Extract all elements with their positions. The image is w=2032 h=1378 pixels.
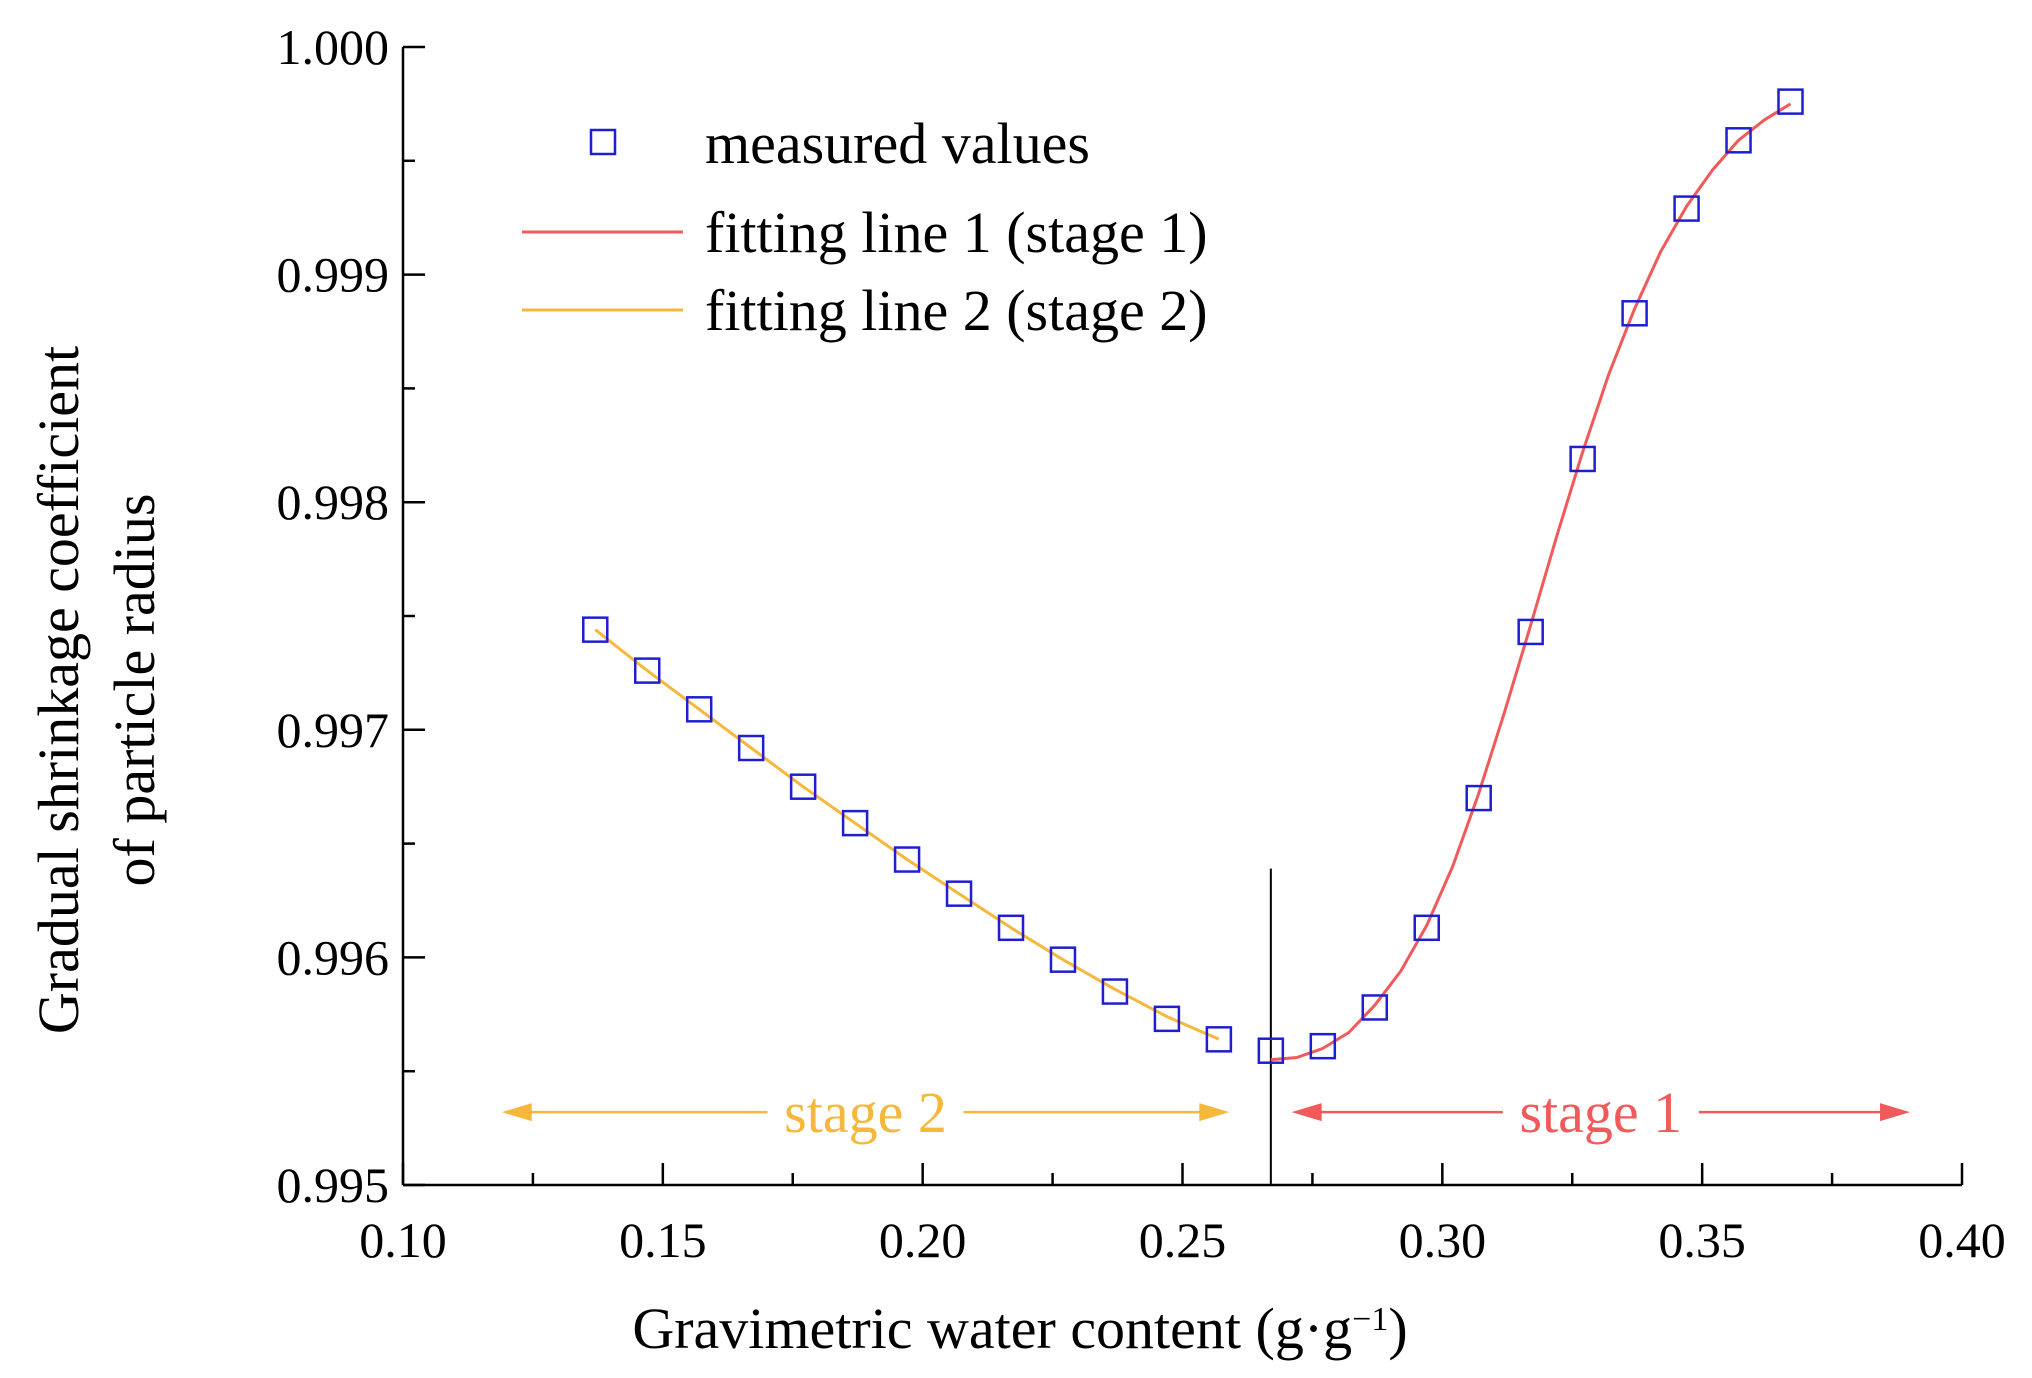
data-point <box>1101 978 1129 1005</box>
data-point <box>1361 994 1389 1021</box>
x-axis-title-sup: −1 <box>1352 1301 1388 1338</box>
stage2-arrowhead-left <box>501 1103 532 1122</box>
stage2-arrowhead-right <box>1199 1103 1230 1122</box>
data-point <box>1465 784 1492 812</box>
y-tick-label: 1.000 <box>277 19 390 75</box>
x-tick-label: 0.20 <box>879 1212 967 1268</box>
legend-label-measured: measured values <box>705 111 1090 176</box>
x-tick-label: 0.40 <box>1918 1212 2006 1268</box>
data-point <box>997 914 1025 942</box>
x-axis-title: Gravimetric water content (g·g−1) <box>632 1296 1407 1361</box>
stage1-label: stage 1 <box>1519 1080 1682 1145</box>
y-tick-label: 0.998 <box>277 474 390 530</box>
plot-area <box>582 88 1804 1064</box>
x-tick-label: 0.10 <box>359 1212 447 1268</box>
y-axis-title-line1: Gradual shrinkage coefficient <box>26 346 91 1034</box>
y-tick-label: 0.997 <box>277 702 390 758</box>
legend-marker-measured <box>589 128 617 156</box>
fit-line-stage1 <box>1270 102 1792 1062</box>
fit-line-stage2 <box>594 628 1220 1041</box>
data-point <box>1517 618 1544 646</box>
data-point <box>1309 1032 1337 1060</box>
annotations: stage 2 stage 1 <box>501 868 1911 1185</box>
data-point <box>789 773 817 800</box>
data-point <box>945 880 973 907</box>
stage2-label: stage 2 <box>784 1080 947 1145</box>
x-tick-label: 0.35 <box>1658 1212 1746 1268</box>
y-tick-label: 0.999 <box>277 247 390 303</box>
data-point <box>1153 1005 1181 1033</box>
x-tick-label: 0.15 <box>619 1212 707 1268</box>
x-tick-label: 0.25 <box>1139 1212 1227 1268</box>
data-point <box>633 657 661 684</box>
legend: measured values fitting line 1 (stage 1)… <box>522 111 1208 343</box>
data-point <box>1049 946 1077 973</box>
y-tick-label: 0.995 <box>277 1157 390 1213</box>
data-point <box>1621 300 1648 327</box>
data-point <box>893 846 921 873</box>
data-point <box>1569 445 1596 473</box>
data-point <box>1413 914 1440 942</box>
stage1-arrowhead-left <box>1291 1103 1322 1122</box>
data-point <box>685 696 713 723</box>
data-point <box>1257 1037 1285 1064</box>
legend-label-fit1: fitting line 1 (stage 1) <box>705 200 1208 265</box>
x-tick-label: 0.30 <box>1399 1212 1487 1268</box>
data-point <box>1673 195 1700 222</box>
data-point <box>737 734 765 762</box>
axes: 0.10 0.15 0.20 0.25 0.30 0.35 0.40 0.995 0.996 0.… <box>277 19 2006 1268</box>
data-point <box>1777 88 1804 115</box>
data-point <box>1205 1026 1233 1053</box>
data-point <box>1725 127 1752 154</box>
y-axis-title-line2: of particle radius <box>102 494 167 887</box>
x-axis-title-close: ) <box>1388 1296 1407 1361</box>
stage1-arrowhead-right <box>1880 1103 1911 1122</box>
legend-label-fit2: fitting line 2 (stage 2) <box>705 278 1208 343</box>
data-point <box>841 809 869 837</box>
data-point <box>582 616 609 643</box>
y-tick-label: 0.996 <box>277 929 390 985</box>
x-axis-title-main: Gravimetric water content (g·g <box>632 1296 1352 1361</box>
